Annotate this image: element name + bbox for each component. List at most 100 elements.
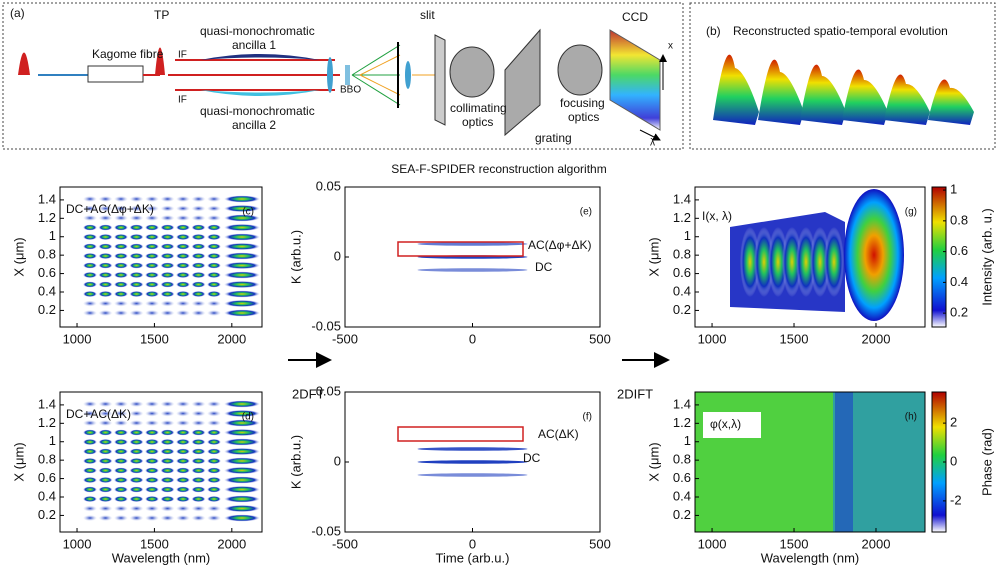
heat-blob — [207, 253, 221, 259]
heat-blob — [191, 310, 206, 316]
heat-blob — [129, 458, 144, 464]
heat-blob — [145, 505, 159, 512]
optics-label: optics — [568, 110, 599, 124]
y-tick-label: 0 — [334, 453, 341, 468]
heat-blob — [191, 205, 206, 212]
heat-blob — [114, 234, 128, 240]
heat-blob — [114, 224, 128, 231]
heat-blob — [83, 515, 97, 521]
heat-blob — [98, 439, 113, 445]
heat-blob — [114, 291, 128, 297]
heat-blob — [83, 496, 97, 502]
x-axis-label: Time (arb.u.) — [436, 550, 510, 565]
colorbar-label: Intensity (arb. u.) — [979, 208, 994, 306]
heat-blob — [160, 486, 175, 493]
annotation: I(x, λ) — [702, 209, 732, 223]
panel-label: (a) — [10, 6, 25, 20]
heat-blob — [207, 272, 221, 278]
heat-blob — [145, 300, 159, 307]
heat-blob — [160, 224, 175, 231]
highlight-box — [397, 426, 524, 442]
x-tick-label: 2000 — [217, 536, 246, 551]
heat-blob — [191, 262, 206, 269]
heat-blob — [191, 234, 206, 240]
heat-blob — [129, 262, 144, 269]
tp-label: TP — [154, 8, 169, 22]
y-tick-label: 0.6 — [673, 470, 691, 485]
heat-blob — [129, 196, 144, 202]
heat-blob — [145, 224, 159, 231]
y-tick-label: 1 — [49, 433, 56, 448]
heat-blob — [207, 420, 221, 426]
heat-blob — [224, 195, 260, 203]
panel-label: (c) — [242, 207, 254, 218]
heat-blob — [145, 234, 159, 240]
heat-blob — [129, 429, 144, 436]
heat-blob — [176, 515, 190, 521]
heat-blob — [207, 467, 221, 474]
heat-blob — [145, 291, 159, 297]
heat-blob — [176, 215, 190, 221]
annotation: AC(Δφ+ΔK) — [528, 238, 592, 252]
colorbar — [931, 186, 947, 328]
ccd-label: CCD — [622, 10, 648, 24]
heat-blob — [129, 215, 144, 221]
plot: 1000 1500 2000 0.2 0.4 0.6 0.8 1 1.2 1.4 X (μm) (c)… — [11, 186, 263, 346]
heat-blob — [83, 234, 97, 240]
heat-blob — [160, 496, 175, 502]
spectrum-blob — [417, 447, 528, 451]
heat-blob — [145, 262, 159, 269]
heat-blob — [129, 310, 144, 316]
x-tick-label: 0 — [469, 536, 476, 551]
heat-blob — [782, 227, 802, 297]
heat-blob — [224, 514, 260, 522]
heat-blob — [145, 439, 159, 445]
heat-blob — [145, 410, 159, 417]
heat-blob — [145, 243, 159, 250]
panel-label: (h) — [905, 412, 917, 423]
heat-blob — [224, 252, 260, 260]
heat-blob — [145, 420, 159, 426]
y-tick-label: 0.05 — [316, 383, 341, 398]
x-tick-label: 1000 — [698, 536, 727, 551]
heat-blob — [98, 477, 113, 483]
y-tick-label: 1 — [684, 433, 691, 448]
if-label: IF — [178, 50, 187, 61]
heat-blob — [191, 272, 206, 278]
plot: -500 0 500 -0.05 0 0.05 K (arb.u.) Time (arb.u.… — [288, 383, 610, 565]
heat-blob — [191, 486, 206, 493]
hill — [713, 54, 759, 125]
y-tick-label: 1.2 — [673, 210, 691, 225]
heat-blob — [160, 420, 175, 426]
heat-blob — [224, 495, 260, 503]
plot: 1000 1500 2000 0.2 0.4 0.6 0.8 1 1.2 1.4 X (μm) Wav… — [11, 391, 263, 565]
heat-blob — [114, 310, 128, 316]
heat-blob — [129, 420, 144, 426]
y-tick-label: 1.4 — [673, 191, 691, 206]
panel-a-frame — [2, 2, 684, 150]
heat-blob — [98, 272, 113, 278]
heat-blob — [83, 205, 97, 212]
heat-blob — [160, 205, 175, 212]
heat-blob — [207, 439, 221, 445]
x-tick-label: 2000 — [862, 331, 891, 346]
heat-blob — [114, 243, 128, 250]
heat-blob — [83, 262, 97, 269]
phase-region — [835, 392, 853, 532]
x-tick-label: 1000 — [63, 331, 92, 346]
heat-blob — [98, 196, 113, 202]
heat-blob — [191, 439, 206, 445]
y-tick-label: 0.6 — [38, 470, 56, 485]
heat-blob — [83, 243, 97, 250]
heat-blob — [114, 401, 128, 407]
x-axis-label: Wavelength (nm) — [761, 550, 860, 565]
heat-blob — [160, 281, 175, 288]
heat-blob — [160, 234, 175, 240]
heat-blob — [145, 515, 159, 521]
y-tick-label: 0.6 — [38, 265, 56, 280]
heat-blob — [191, 496, 206, 502]
y-axis-label: X (μm) — [646, 442, 661, 481]
heat-blob — [224, 438, 260, 446]
heat-blob — [114, 410, 128, 417]
hill — [758, 59, 804, 125]
